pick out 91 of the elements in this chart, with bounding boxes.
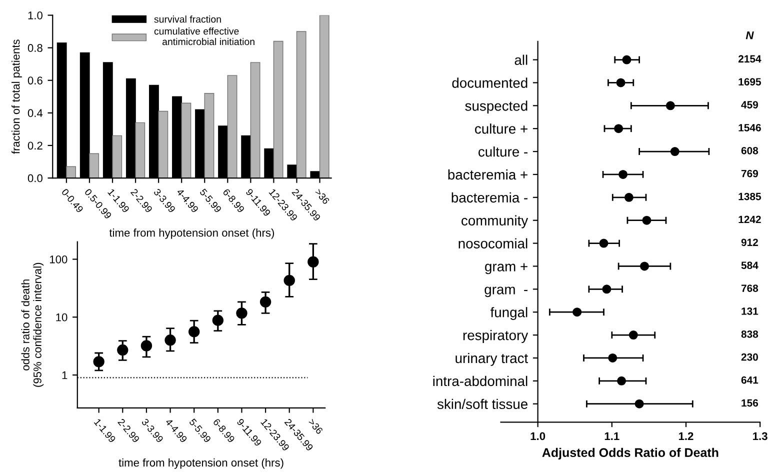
annotation: 131 [742, 308, 758, 315]
bar [273, 40, 284, 178]
y-axis-title: fraction of total patients [12, 40, 22, 154]
annotation: 230 [741, 353, 758, 361]
annotation: 769 [741, 170, 758, 178]
y-tick-label: gram + [485, 263, 528, 274]
point [599, 238, 608, 248]
y-tick-label: 0.8 [28, 44, 42, 52]
bar [204, 93, 214, 178]
y-tick-label: gram - [484, 286, 528, 298]
point [140, 340, 152, 352]
y-tick-label: culture - [478, 146, 528, 157]
bar [319, 15, 330, 178]
text: N [746, 31, 754, 40]
point [308, 256, 319, 268]
annotation: 838 [741, 330, 758, 338]
y-tick-label: 0.6 [28, 76, 42, 84]
bar [135, 122, 146, 178]
y-tick-label: 1 [62, 371, 68, 380]
y-tick-label: respiratory [463, 330, 528, 343]
x-axis-title: time from hypotension onset (hrs) [109, 228, 274, 239]
annotation: 1242 [738, 216, 761, 224]
point [602, 284, 612, 294]
annotation: 156 [742, 399, 758, 407]
point [236, 308, 248, 319]
annotation: 459 [741, 101, 758, 108]
y-tick-label: community [462, 215, 528, 228]
y-tick-label: documented [452, 78, 528, 88]
annotation: 1695 [738, 78, 761, 86]
point [642, 216, 652, 225]
point [640, 262, 649, 271]
point [93, 356, 104, 368]
annotation: 912 [741, 238, 758, 246]
bar [227, 75, 238, 178]
y-tick-label: nosocomial [458, 238, 528, 248]
y-tick-label: urinary tract [456, 352, 528, 366]
annotation: 768 [741, 284, 758, 292]
bar [181, 102, 192, 178]
point [670, 147, 680, 156]
y-tick-label: 100 [50, 256, 68, 264]
legend-label: cumulative effective antimicrobial initiation [154, 28, 254, 46]
annotation: 1546 [738, 124, 761, 132]
bar [296, 31, 306, 178]
bar [250, 62, 260, 178]
annotation: 584 [741, 262, 758, 270]
point [117, 344, 128, 356]
y-tick-label: skin/soft tissue [437, 398, 528, 410]
point [622, 55, 632, 64]
x-tick-label: 1.3 [753, 432, 768, 440]
x-axis-title: Adjusted Odds Ratio of Death [542, 448, 718, 460]
point [624, 192, 634, 202]
point [572, 308, 582, 317]
point [616, 78, 626, 88]
point [666, 101, 675, 110]
y-tick-label: suspected [465, 100, 528, 114]
legend-label: survival fraction [154, 16, 221, 23]
x-tick-label: 1.0 [530, 432, 546, 440]
y-tick-label: bacteremia - [452, 192, 528, 203]
point [260, 296, 272, 308]
point [614, 124, 624, 134]
x-tick-label: 1.1 [604, 432, 620, 440]
annotation: 641 [741, 376, 758, 384]
annotation: 2154 [738, 55, 762, 63]
bar [66, 166, 76, 178]
y-tick-label: bacteremia + [448, 169, 528, 180]
y-tick-label: 0.4 [28, 109, 43, 118]
annotation: 1385 [738, 192, 761, 200]
y-tick-label: fungal [490, 307, 528, 320]
point [618, 170, 628, 179]
point [284, 274, 295, 286]
y-axis-title: odds ratio of death (95% confidence interval) [21, 262, 44, 387]
annotation: 608 [741, 146, 758, 154]
point [634, 399, 644, 408]
bar [158, 110, 168, 178]
x-axis-title: time from hypotension onset (hrs) [118, 458, 284, 469]
y-tick-label: 0.0 [28, 174, 42, 182]
y-tick-label: culture + [475, 124, 528, 134]
point [164, 334, 176, 346]
point [628, 330, 638, 340]
y-tick-label: 0.2 [28, 142, 42, 150]
y-tick-label: 10 [56, 313, 68, 322]
point [617, 376, 626, 386]
bar [112, 135, 122, 178]
point [608, 353, 618, 362]
y-tick-label: intra-abdominal [433, 376, 528, 386]
point [188, 326, 200, 338]
bar [89, 153, 100, 178]
x-tick-label: 1.2 [678, 432, 694, 440]
y-tick-label: 1.0 [28, 12, 42, 20]
y-tick-label: all [514, 54, 528, 65]
point [212, 314, 224, 326]
